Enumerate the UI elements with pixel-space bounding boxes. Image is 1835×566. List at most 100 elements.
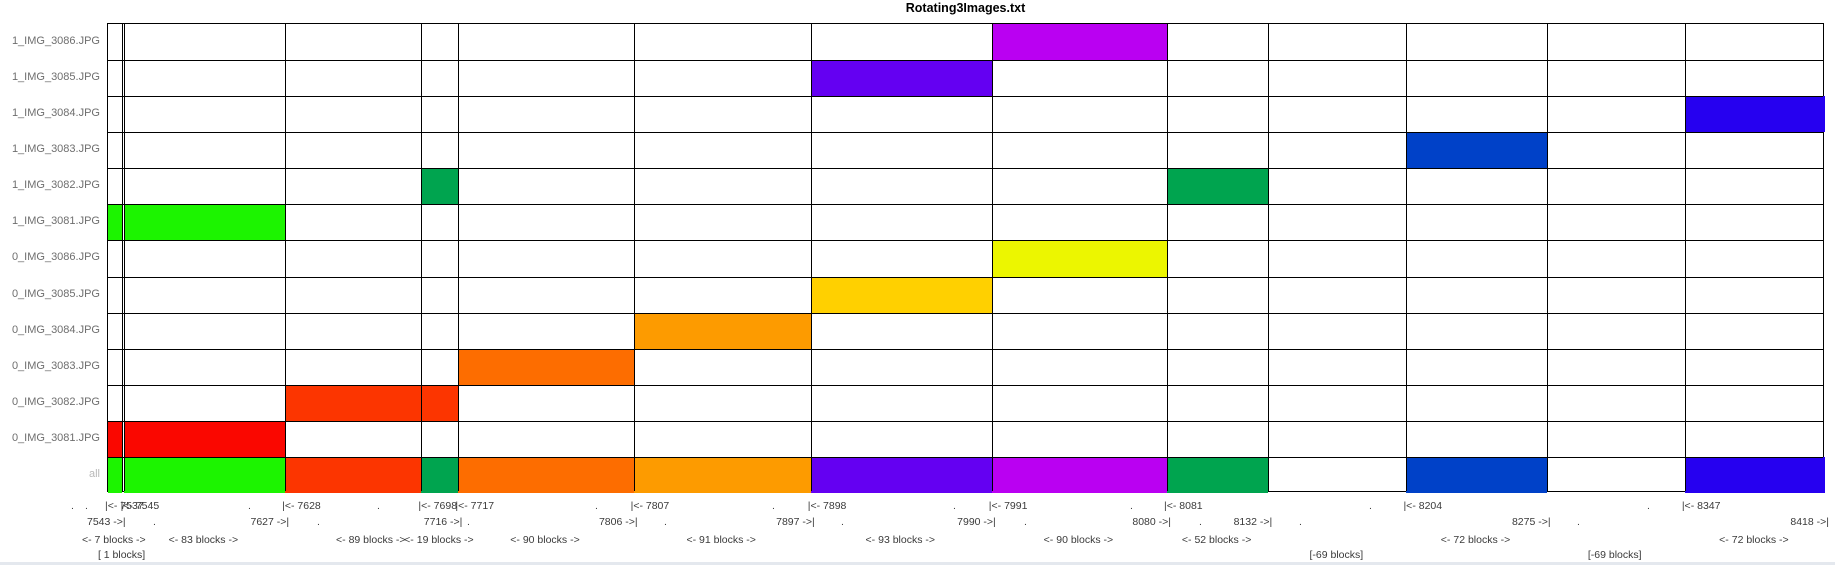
tick-dot: . <box>248 500 251 512</box>
grid-row-line <box>108 384 1823 386</box>
block-segment <box>123 456 286 493</box>
block-segment <box>1406 456 1547 493</box>
grid-row-line <box>108 96 1823 98</box>
block-count-label: <- 72 blocks -> <box>1719 534 1789 546</box>
row-label: all <box>88 467 100 480</box>
axis-end-label: 8418 ->| <box>1790 516 1829 528</box>
block-segment <box>421 168 459 205</box>
axis-start-label: |<- 7698 <box>418 500 458 512</box>
block-segment <box>991 456 1167 493</box>
grid-extent-line <box>633 24 635 491</box>
axis-end-label: 8080 ->| <box>1132 516 1171 528</box>
block-segment <box>991 24 1167 61</box>
grid-row-line <box>108 312 1823 314</box>
block-segment <box>1167 456 1269 493</box>
row-label: 0_IMG_3086.JPG <box>11 251 100 264</box>
grid-row-line <box>108 204 1823 206</box>
axis-end-label: 7897 ->| <box>776 516 815 528</box>
grid-row-line <box>108 240 1823 242</box>
tick-dot: . <box>664 516 667 528</box>
tick-dot: . <box>841 516 844 528</box>
tick-dot: . <box>1577 516 1580 528</box>
axis-start-label: |<- 7898 <box>807 500 847 512</box>
tick-dot: . <box>1199 516 1202 528</box>
block-segment <box>458 348 634 385</box>
tick-dot: . <box>377 500 380 512</box>
block-count-label: <- 52 blocks -> <box>1181 534 1252 546</box>
block-count-label: <- 93 blocks -> <box>865 534 936 546</box>
tick-dot: . <box>1647 500 1650 512</box>
block-segment <box>810 276 992 313</box>
tick-dot: . <box>1299 516 1302 528</box>
row-label: 0_IMG_3081.JPG <box>11 431 100 444</box>
grid-extent-line <box>1546 24 1548 491</box>
axis-end-label: 7806 ->| <box>598 516 638 528</box>
axis-end-label: 7627 ->| <box>250 516 290 528</box>
axis-start-label: |<- 7717 <box>455 500 495 512</box>
tick-dot: . <box>467 516 470 528</box>
row-label: 0_IMG_3085.JPG <box>11 287 100 300</box>
grid-extent-line <box>421 24 423 491</box>
grid-row-line <box>108 60 1823 62</box>
bottom-edge-line <box>0 562 1835 565</box>
grid-row-line <box>108 276 1823 278</box>
tick-dot: . <box>772 500 775 512</box>
grid-extent-line <box>1406 24 1408 491</box>
gap-count-label: [-69 blocks] <box>1587 549 1642 561</box>
axis-start-label: |<- 8347 <box>1681 500 1721 512</box>
block-count-label: <- 83 blocks -> <box>168 534 239 546</box>
block-segment <box>123 204 286 241</box>
tick-dot: . <box>1024 516 1027 528</box>
block-segment <box>421 384 459 421</box>
axis-end-label: 7716 ->| <box>423 516 463 528</box>
grid-row-line <box>108 168 1823 170</box>
block-segment <box>123 420 286 457</box>
grid-row-line <box>108 132 1823 134</box>
block-segment <box>991 240 1167 277</box>
grid-extent-line <box>810 24 812 491</box>
block-segment <box>285 384 422 421</box>
block-segment <box>108 456 122 493</box>
axis-start-label: |<- 7991 <box>988 500 1028 512</box>
block-segment <box>810 456 992 493</box>
block-count-label: <- 91 blocks -> <box>686 534 756 546</box>
block-segment <box>633 312 811 349</box>
tick-dot: . <box>85 500 88 512</box>
tick-dot: . <box>953 500 956 512</box>
block-count-label: <- 90 blocks -> <box>1043 534 1114 546</box>
row-label: 1_IMG_3085.JPG <box>11 71 100 84</box>
block-segment <box>108 204 122 241</box>
row-label: 0_IMG_3082.JPG <box>11 395 100 408</box>
grid-extent-line <box>1684 24 1686 491</box>
axis-end-label: 8275 ->| <box>1511 516 1551 528</box>
block-segment <box>1167 168 1269 205</box>
axis-end-label: 8132 ->| <box>1233 516 1273 528</box>
chart-title: Rotating3Images.txt <box>905 1 1026 15</box>
grid-row-line <box>108 420 1823 422</box>
axis-start-label: |<- 7628 <box>282 500 321 512</box>
tick-dot: . <box>1130 500 1133 512</box>
row-label: 1_IMG_3086.JPG <box>11 35 100 47</box>
block-count-label: <- 72 blocks -> <box>1440 534 1511 546</box>
gap-count-label: [-69 blocks] <box>1309 549 1364 561</box>
row-label: 1_IMG_3084.JPG <box>11 107 100 120</box>
block-segment <box>108 420 122 457</box>
grid-row-line <box>108 456 1823 458</box>
gap-count-label: [ 1 blocks] <box>97 549 146 561</box>
row-label: 1_IMG_3081.JPG <box>11 215 100 228</box>
axis-end-label: 7990 ->| <box>957 516 996 528</box>
axis-start-label: |<- 7545 <box>120 500 160 512</box>
block-segment <box>421 456 459 493</box>
tick-dot: . <box>317 516 320 528</box>
block-count-label: <- 89 blocks -> <box>336 534 406 546</box>
axis-start-label: |<- 8081 <box>1164 500 1203 512</box>
block-segment <box>633 456 811 493</box>
block-segment <box>1406 132 1547 169</box>
row-label: 1_IMG_3083.JPG <box>11 143 100 156</box>
block-count-label: <- 7 blocks -> <box>82 534 146 546</box>
axis-start-label: |<- 8204 <box>1403 500 1443 512</box>
block-count-label: <- 19 blocks -> <box>404 534 474 546</box>
block-segment <box>285 456 422 493</box>
grid-extent-line <box>285 24 287 491</box>
